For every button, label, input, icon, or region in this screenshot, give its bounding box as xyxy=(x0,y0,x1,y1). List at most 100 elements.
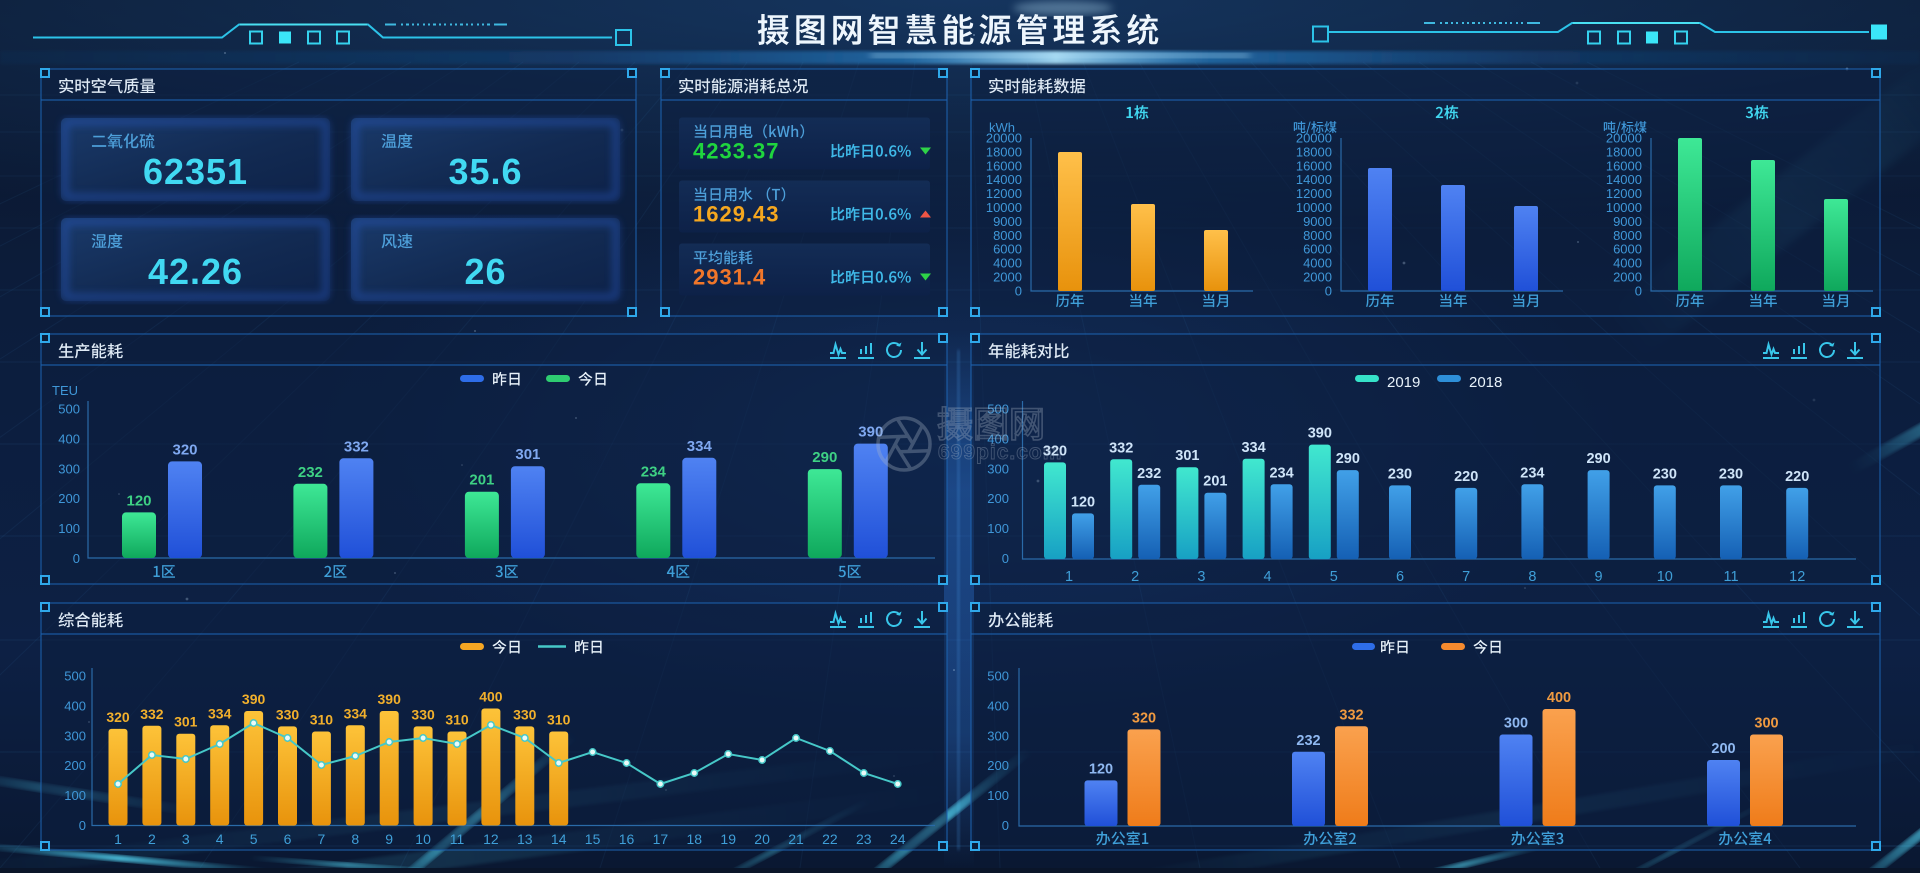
svg-text:232: 232 xyxy=(1137,466,1161,482)
svg-text:15: 15 xyxy=(585,831,601,847)
svg-text:234: 234 xyxy=(1520,465,1544,481)
svg-text:300: 300 xyxy=(987,461,1009,476)
svg-text:8000: 8000 xyxy=(1613,228,1642,243)
svg-text:232: 232 xyxy=(1296,733,1320,749)
svg-text:4: 4 xyxy=(216,831,224,847)
svg-text:14000: 14000 xyxy=(986,172,1022,187)
svg-text:42.26: 42.26 xyxy=(148,251,243,292)
svg-text:330: 330 xyxy=(276,706,300,722)
svg-text:300: 300 xyxy=(64,728,86,743)
svg-text:332: 332 xyxy=(1339,707,1363,723)
svg-text:290: 290 xyxy=(1336,451,1360,467)
svg-text:9000: 9000 xyxy=(1303,214,1332,229)
svg-text:16000: 16000 xyxy=(1606,158,1642,173)
svg-text:2000: 2000 xyxy=(1303,270,1332,285)
svg-text:334: 334 xyxy=(344,705,368,721)
svg-text:330: 330 xyxy=(411,706,435,722)
svg-text:301: 301 xyxy=(1175,448,1199,464)
svg-text:400: 400 xyxy=(64,698,86,713)
svg-text:390: 390 xyxy=(242,691,266,707)
svg-text:230: 230 xyxy=(1719,466,1743,482)
svg-text:334: 334 xyxy=(208,705,232,721)
svg-text:7: 7 xyxy=(318,831,326,847)
svg-text:2: 2 xyxy=(1131,569,1139,585)
svg-text:6000: 6000 xyxy=(1303,242,1332,257)
svg-text:20000: 20000 xyxy=(1606,131,1642,146)
svg-text:201: 201 xyxy=(469,472,494,489)
svg-text:290: 290 xyxy=(812,449,837,466)
svg-text:310: 310 xyxy=(445,712,469,728)
svg-text:11: 11 xyxy=(1723,569,1738,585)
svg-text:TEU: TEU xyxy=(52,383,78,398)
svg-text:5: 5 xyxy=(1330,569,1338,585)
svg-text:230: 230 xyxy=(1388,466,1412,482)
svg-text:232: 232 xyxy=(298,464,323,481)
svg-text:16000: 16000 xyxy=(1296,158,1332,173)
svg-text:390: 390 xyxy=(1308,426,1332,442)
svg-text:120: 120 xyxy=(1071,494,1095,510)
svg-text:2: 2 xyxy=(148,831,156,847)
svg-text:6000: 6000 xyxy=(993,242,1022,257)
svg-text:320: 320 xyxy=(1043,443,1067,459)
svg-text:301: 301 xyxy=(174,714,198,730)
svg-text:1629.43: 1629.43 xyxy=(693,202,780,227)
svg-text:18000: 18000 xyxy=(1296,144,1332,159)
svg-text:100: 100 xyxy=(64,788,86,803)
svg-text:4000: 4000 xyxy=(993,256,1022,271)
svg-text:12000: 12000 xyxy=(986,186,1022,201)
svg-text:10: 10 xyxy=(415,831,431,847)
svg-text:310: 310 xyxy=(547,712,571,728)
svg-text:400: 400 xyxy=(987,698,1009,713)
svg-text:300: 300 xyxy=(987,728,1009,743)
svg-text:2018: 2018 xyxy=(1469,374,1502,391)
svg-text:17: 17 xyxy=(653,831,669,847)
svg-text:23: 23 xyxy=(856,831,872,847)
svg-text:14000: 14000 xyxy=(1606,172,1642,187)
svg-text:290: 290 xyxy=(1586,451,1610,467)
svg-text:120: 120 xyxy=(1089,761,1113,777)
svg-text:8000: 8000 xyxy=(993,228,1022,243)
svg-text:320: 320 xyxy=(172,441,197,458)
svg-text:13: 13 xyxy=(517,831,533,847)
svg-text:14000: 14000 xyxy=(1296,172,1332,187)
svg-text:390: 390 xyxy=(378,691,402,707)
svg-text:9: 9 xyxy=(385,831,393,847)
svg-text:500: 500 xyxy=(64,669,86,684)
svg-text:3: 3 xyxy=(182,831,190,847)
svg-text:8000: 8000 xyxy=(1303,228,1332,243)
svg-text:699pic.com: 699pic.com xyxy=(938,441,1062,464)
svg-text:100: 100 xyxy=(987,521,1009,536)
svg-text:332: 332 xyxy=(1109,440,1133,456)
svg-text:11: 11 xyxy=(450,831,465,847)
svg-text:320: 320 xyxy=(106,709,130,725)
svg-text:12: 12 xyxy=(483,831,499,847)
svg-text:18: 18 xyxy=(687,831,703,847)
svg-text:16: 16 xyxy=(619,831,635,847)
svg-text:12000: 12000 xyxy=(1606,186,1642,201)
svg-text:334: 334 xyxy=(1241,440,1265,456)
svg-text:0: 0 xyxy=(1002,818,1009,833)
svg-text:62351: 62351 xyxy=(143,151,248,192)
svg-text:4: 4 xyxy=(1264,569,1272,585)
svg-text:0: 0 xyxy=(1002,551,1009,566)
svg-text:332: 332 xyxy=(344,438,369,455)
svg-text:16000: 16000 xyxy=(986,158,1022,173)
svg-text:2931.4: 2931.4 xyxy=(693,265,766,290)
svg-text:14: 14 xyxy=(551,831,567,847)
svg-text:6: 6 xyxy=(284,831,292,847)
svg-text:334: 334 xyxy=(687,438,713,455)
svg-text:4000: 4000 xyxy=(1303,256,1332,271)
svg-text:100: 100 xyxy=(987,788,1009,803)
svg-text:2019: 2019 xyxy=(1387,374,1420,391)
svg-text:120: 120 xyxy=(126,492,151,509)
svg-text:0: 0 xyxy=(1635,283,1642,298)
svg-text:5: 5 xyxy=(250,831,258,847)
svg-text:2000: 2000 xyxy=(993,270,1022,285)
svg-text:2000: 2000 xyxy=(1613,270,1642,285)
svg-text:300: 300 xyxy=(1504,716,1528,732)
svg-text:21: 21 xyxy=(788,831,804,847)
svg-text:200: 200 xyxy=(987,758,1009,773)
svg-text:8: 8 xyxy=(351,831,359,847)
svg-text:0: 0 xyxy=(79,818,86,833)
svg-text:20: 20 xyxy=(754,831,770,847)
